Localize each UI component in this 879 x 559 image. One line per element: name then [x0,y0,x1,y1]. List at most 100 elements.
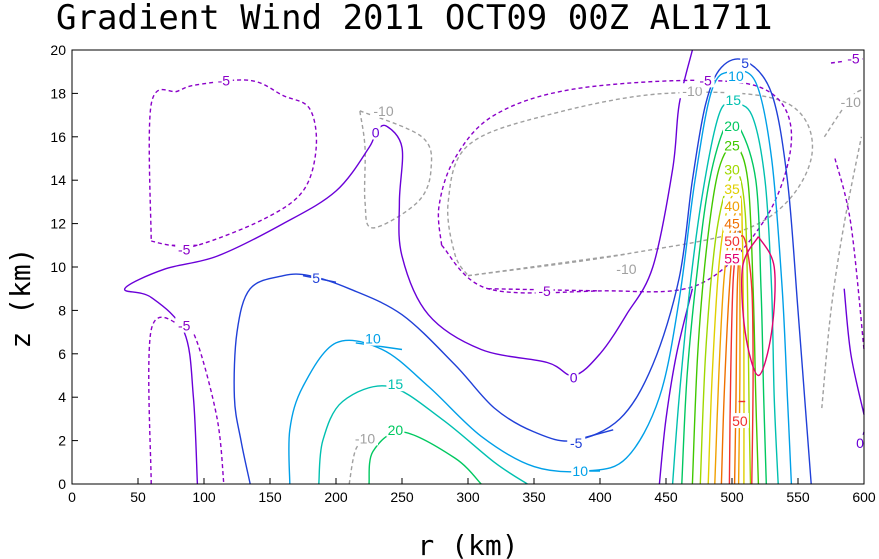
contour-line [834,158,865,350]
contour-label: 5 [741,55,749,71]
contour-label-bg [723,137,741,153]
contour-label-bg [837,94,864,110]
y-tick-label: 4 [58,389,66,405]
contour-line [124,49,694,485]
contour-label-bg [696,72,715,88]
contour-line [355,342,403,351]
contour-label-bg [370,124,381,140]
chart-title: Gradient Wind 2011 OCT09 00Z AL1711 [56,0,772,38]
contour-line [148,316,225,485]
contour-label-bg [844,50,863,66]
contour-line [148,79,318,249]
contour-label-bg [723,215,741,231]
x-tick-label: 200 [324,489,348,505]
contour-label-bg [726,68,745,84]
y-tick-label: 16 [50,129,66,145]
x-tick-label: 400 [588,489,612,505]
contour-label: -5 [699,72,712,88]
contour-label-bg [723,232,741,248]
contour-label: 55 [724,250,740,266]
contour-label-bg [175,241,194,257]
y-tick-label: 10 [50,259,66,275]
contour-line [368,431,482,485]
y-tick-label: 8 [58,302,66,318]
contour-label-bg [723,198,741,214]
contour-label-bg [723,117,741,133]
contour-label-bg [568,369,579,385]
x-tick-label: 50 [130,489,146,505]
contour-label-bg [730,413,749,429]
contour-label: -5 [178,318,191,334]
contour-line [233,58,812,485]
contour-line [821,136,863,409]
contour-label: 20 [724,118,740,134]
contour-label-bg [386,376,405,392]
contour-line [359,110,433,229]
x-tick-label: 300 [456,489,480,505]
x-tick-label: 0 [68,489,76,505]
contour-label: -10 [373,103,393,119]
contour-label-bg [723,180,741,196]
x-tick-label: 250 [390,489,414,505]
y-axis-label: z (km) [4,247,37,348]
contour-lines [124,49,865,485]
y-tick-label: 2 [58,433,66,449]
contour-label: 0 [372,124,380,140]
contour-label-bg [352,430,379,446]
y-tick-label: 6 [58,346,66,362]
axis-ticks: 0 50 100 150 200 250 300 350 400 450 500 550 6000246… [50,42,875,505]
x-tick-label: 350 [522,489,546,505]
contour-line [741,236,776,377]
contour-label: 50 [732,413,748,429]
contour-label: 25 [724,137,740,153]
contour-label: 30 [724,161,740,177]
plot-frame [71,49,865,485]
contour-label: -10 [616,261,636,277]
contour-label-bg [567,434,586,450]
contour-label: 10 [728,68,744,84]
contour-label-bg [535,282,554,298]
y-tick-label: 12 [50,216,66,232]
contour-label-bg [386,421,405,437]
contour-line [658,288,694,485]
contour-line [728,234,754,485]
y-tick-label: 0 [58,476,66,492]
contour-line [843,288,865,415]
contour-label: 15 [726,92,742,108]
x-axis-label: r (km) [417,529,518,559]
contour-label: -5 [847,51,860,67]
x-tick-label: 600 [852,489,876,505]
contour-label: 0 [856,435,864,451]
contour-label: 40 [724,198,740,214]
contour-label: 50 [724,233,740,249]
contour-label: 10 [365,331,381,347]
contour-label: -5 [178,242,191,258]
y-tick-label: 14 [50,172,66,188]
contour-label-bg [855,434,866,450]
contour-label-bg [571,462,590,478]
contour-label: -10 [841,94,861,110]
x-tick-label: 550 [786,489,810,505]
contour-label: -5 [538,283,551,299]
contour-label-bg [363,330,382,346]
contour-label: 45 [724,216,740,232]
y-tick-label: 20 [50,42,66,58]
contour-label-bg [724,91,743,107]
contour-label-bg [311,269,322,285]
x-tick-label: 500 [720,489,744,505]
contour-label-bg [175,317,194,333]
contour-label-bg [214,72,233,88]
contour-line [447,91,814,277]
contour-label: -10 [355,430,375,446]
contour-label: 35 [724,181,740,197]
contour-label: 0 [570,370,578,386]
contour-label: 10 [572,463,588,479]
contour-line [288,70,793,485]
contour-label: 15 [388,376,404,392]
y-tick-label: 18 [50,85,66,101]
contour-label: -5 [570,435,583,451]
contour-label-bg [613,261,640,277]
x-tick-label: 100 [192,489,216,505]
x-tick-label: 150 [258,489,282,505]
